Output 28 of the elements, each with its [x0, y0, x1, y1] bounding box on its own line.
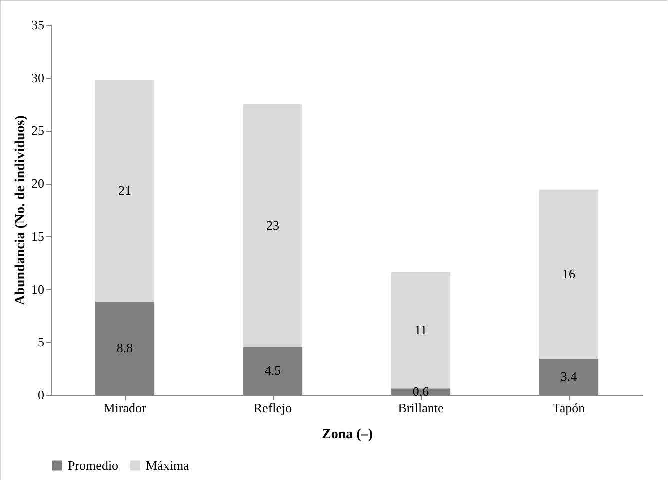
bar	[95, 80, 155, 302]
y-tick-label: 30	[32, 70, 44, 86]
bar	[391, 272, 451, 389]
y-tick-label: 25	[32, 123, 44, 138]
y-tick-label: 5	[38, 334, 44, 350]
legend-label: Promedio	[68, 458, 119, 473]
x-tick-label: Mirador	[104, 400, 147, 416]
y-tick-label: 0	[38, 388, 44, 402]
y-tick-label: 10	[32, 282, 44, 297]
x-axis-title: Zona (–)	[322, 428, 374, 442]
data-label: 21	[118, 182, 132, 198]
y-tick-label: 15	[32, 228, 44, 244]
x-tick-label: Reflejo	[254, 400, 292, 416]
data-label: 4.5	[264, 363, 282, 378]
data-label: 3.4	[560, 369, 578, 384]
data-label: 16	[562, 266, 576, 282]
y-tick-label: 35	[32, 18, 44, 32]
data-label: 0.6	[412, 384, 430, 399]
y-axis-title: Abundancia (No. de individuos)	[14, 115, 28, 306]
data-label: 23	[266, 218, 280, 233]
data-label: 8.8	[116, 340, 134, 356]
x-tick-label: Tapón	[552, 400, 586, 416]
y-tick-label: 20	[32, 176, 44, 192]
x-tick-label: Brillante	[398, 400, 444, 416]
legend-label: Máxima	[146, 458, 190, 473]
bar	[243, 104, 303, 348]
data-label: 11	[414, 322, 428, 338]
bar	[539, 190, 599, 360]
